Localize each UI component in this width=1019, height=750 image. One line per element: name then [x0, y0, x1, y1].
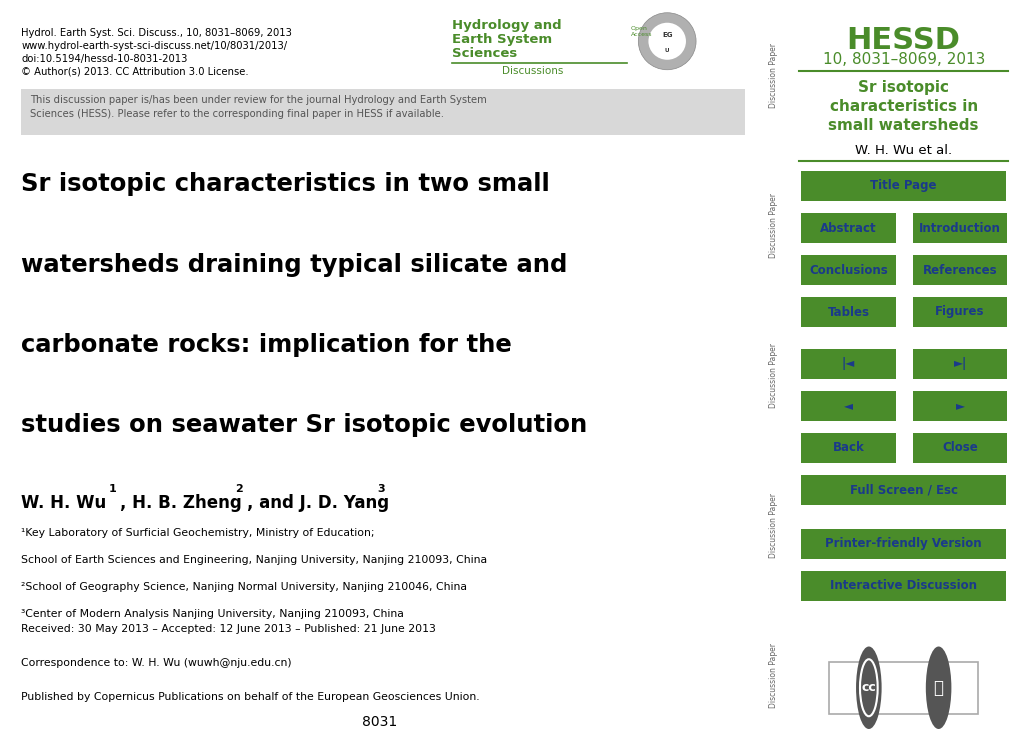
- FancyBboxPatch shape: [801, 213, 895, 243]
- FancyBboxPatch shape: [912, 255, 1006, 285]
- FancyBboxPatch shape: [912, 213, 1006, 243]
- Text: 10, 8031–8069, 2013: 10, 8031–8069, 2013: [821, 53, 984, 68]
- Text: Conclusions: Conclusions: [808, 263, 887, 277]
- Circle shape: [925, 646, 951, 729]
- Text: W. H. Wu: W. H. Wu: [21, 494, 106, 512]
- Text: ¹Key Laboratory of Surficial Geochemistry, Ministry of Education;: ¹Key Laboratory of Surficial Geochemistr…: [21, 528, 374, 538]
- Text: www.hydrol-earth-syst-sci-discuss.net/10/8031/2013/: www.hydrol-earth-syst-sci-discuss.net/10…: [21, 41, 287, 51]
- FancyBboxPatch shape: [801, 475, 1005, 505]
- FancyBboxPatch shape: [801, 571, 1005, 601]
- Text: ►: ►: [955, 399, 964, 412]
- Circle shape: [859, 659, 876, 716]
- Text: Hydrol. Earth Syst. Sci. Discuss., 10, 8031–8069, 2013: Hydrol. Earth Syst. Sci. Discuss., 10, 8…: [21, 28, 291, 38]
- Text: ³Center of Modern Analysis Nanjing University, Nanjing 210093, China: ³Center of Modern Analysis Nanjing Unive…: [21, 609, 404, 619]
- Text: ²School of Geography Science, Nanjing Normal University, Nanjing 210046, China: ²School of Geography Science, Nanjing No…: [21, 582, 467, 592]
- Text: Received: 30 May 2013 – Accepted: 12 June 2013 – Published: 21 June 2013: Received: 30 May 2013 – Accepted: 12 Jun…: [21, 624, 436, 634]
- Text: doi:10.5194/hessd-10-8031-2013: doi:10.5194/hessd-10-8031-2013: [21, 54, 187, 64]
- Text: cc: cc: [861, 681, 875, 694]
- FancyBboxPatch shape: [912, 433, 1006, 463]
- Text: Back: Back: [832, 441, 863, 454]
- Text: Sr isotopic characteristics in two small: Sr isotopic characteristics in two small: [21, 172, 549, 196]
- FancyBboxPatch shape: [801, 529, 1005, 559]
- Text: Hydrology and: Hydrology and: [451, 19, 561, 32]
- Text: Discussions: Discussions: [501, 66, 562, 76]
- FancyBboxPatch shape: [801, 297, 895, 327]
- Text: HESSD: HESSD: [846, 26, 960, 56]
- FancyBboxPatch shape: [912, 297, 1006, 327]
- Text: 2: 2: [235, 484, 244, 494]
- FancyBboxPatch shape: [801, 255, 895, 285]
- Text: |◄: |◄: [841, 357, 854, 370]
- FancyBboxPatch shape: [801, 171, 1005, 201]
- Text: School of Earth Sciences and Engineering, Nanjing University, Nanjing 210093, Ch: School of Earth Sciences and Engineering…: [21, 555, 487, 565]
- Text: Open
Access: Open Access: [630, 26, 651, 38]
- Text: studies on seawater Sr isotopic evolution: studies on seawater Sr isotopic evolutio…: [21, 413, 587, 437]
- FancyBboxPatch shape: [912, 391, 1006, 421]
- Text: ⓘ: ⓘ: [932, 679, 943, 697]
- Text: This discussion paper is/has been under review for the journal Hydrology and Ear: This discussion paper is/has been under …: [31, 94, 487, 118]
- Text: References: References: [922, 263, 997, 277]
- Text: W. H. Wu et al.: W. H. Wu et al.: [854, 144, 952, 157]
- Text: Printer-friendly Version: Printer-friendly Version: [824, 537, 981, 550]
- Text: Tables: Tables: [826, 305, 868, 319]
- Text: Correspondence to: W. H. Wu (wuwh@nju.edu.cn): Correspondence to: W. H. Wu (wuwh@nju.ed…: [21, 658, 291, 668]
- Text: Figures: Figures: [934, 305, 984, 319]
- Circle shape: [855, 646, 880, 729]
- Text: Discussion Paper: Discussion Paper: [768, 343, 777, 407]
- Text: Sr isotopic: Sr isotopic: [857, 80, 949, 95]
- Text: characteristics in: characteristics in: [828, 99, 977, 114]
- Text: Full Screen / Esc: Full Screen / Esc: [849, 483, 957, 496]
- Text: Published by Copernicus Publications on behalf of the European Geosciences Union: Published by Copernicus Publications on …: [21, 692, 479, 701]
- Text: , H. B. Zheng: , H. B. Zheng: [120, 494, 242, 512]
- Text: Sciences: Sciences: [451, 47, 517, 60]
- FancyBboxPatch shape: [828, 662, 977, 714]
- Text: U: U: [664, 48, 668, 52]
- FancyBboxPatch shape: [21, 88, 744, 135]
- Circle shape: [648, 22, 686, 60]
- Text: © Author(s) 2013. CC Attribution 3.0 License.: © Author(s) 2013. CC Attribution 3.0 Lic…: [21, 67, 249, 76]
- Text: Interactive Discussion: Interactive Discussion: [829, 579, 976, 592]
- Text: small watersheds: small watersheds: [827, 118, 978, 133]
- Text: 1: 1: [109, 484, 116, 494]
- Text: Title Page: Title Page: [869, 179, 936, 193]
- Text: watersheds draining typical silicate and: watersheds draining typical silicate and: [21, 253, 568, 277]
- FancyBboxPatch shape: [912, 349, 1006, 379]
- Text: Close: Close: [942, 441, 977, 454]
- Text: 8031: 8031: [362, 715, 397, 728]
- Text: Discussion Paper: Discussion Paper: [768, 493, 777, 557]
- Text: ◄: ◄: [843, 399, 852, 412]
- FancyBboxPatch shape: [801, 349, 895, 379]
- FancyBboxPatch shape: [801, 433, 895, 463]
- Text: EG: EG: [661, 32, 672, 38]
- Text: ►|: ►|: [953, 357, 966, 370]
- Text: Abstract: Abstract: [819, 221, 876, 235]
- FancyBboxPatch shape: [801, 391, 895, 421]
- Text: Discussion Paper: Discussion Paper: [768, 193, 777, 257]
- Text: Discussion Paper: Discussion Paper: [768, 43, 777, 107]
- Text: Earth System: Earth System: [451, 33, 551, 46]
- Text: Discussion Paper: Discussion Paper: [768, 643, 777, 707]
- Text: Introduction: Introduction: [918, 221, 1000, 235]
- Text: , and J. D. Yang: , and J. D. Yang: [247, 494, 388, 512]
- Circle shape: [638, 13, 695, 70]
- Text: carbonate rocks: implication for the: carbonate rocks: implication for the: [21, 333, 512, 357]
- Text: 3: 3: [377, 484, 384, 494]
